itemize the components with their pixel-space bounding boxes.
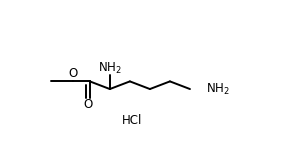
Text: NH$_2$: NH$_2$ [206,82,230,97]
Text: HCl: HCl [122,114,143,127]
Text: NH$_2$: NH$_2$ [98,61,122,76]
Text: O: O [68,67,78,80]
Text: O: O [83,98,93,111]
